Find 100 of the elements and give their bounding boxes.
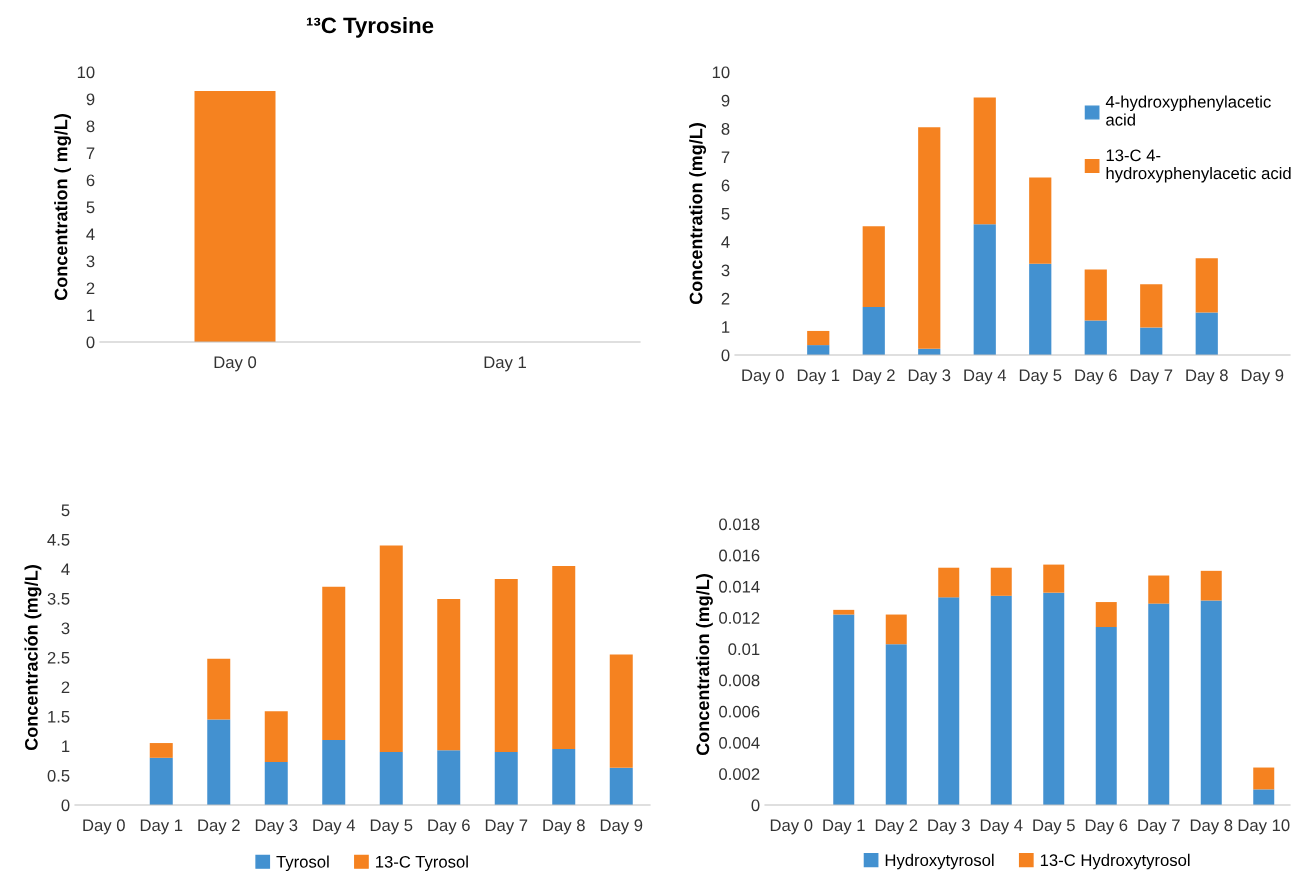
y-tick-label: 4 (721, 236, 730, 248)
legend-label: Tyrosol (276, 855, 329, 872)
bar (494, 751, 518, 805)
y-tick-label: 0.002 (719, 768, 760, 780)
bar (833, 614, 855, 805)
x-tick-label: Day 1 (797, 369, 840, 385)
bar (1148, 603, 1170, 805)
bar (862, 306, 885, 355)
x-tick-label: Day 8 (543, 819, 585, 835)
bar (833, 609, 855, 615)
y-tick-label: 3 (61, 622, 70, 635)
bar (973, 224, 996, 355)
bar (1043, 592, 1065, 805)
y-tick-label: 1 (62, 740, 70, 753)
y-tick-label: 3 (86, 255, 95, 268)
bar (1195, 258, 1218, 313)
bar (885, 644, 907, 805)
bar (207, 719, 231, 805)
y-tick-label: 10 (712, 66, 730, 79)
bar (609, 654, 633, 768)
y-tick-label: 0.008 (719, 674, 760, 687)
x-tick-label: Day 4 (964, 369, 1007, 385)
y-tick-label: 2 (61, 681, 70, 694)
bar (1029, 177, 1052, 264)
bar (807, 330, 830, 346)
x-tick-label: Day 6 (1085, 819, 1128, 835)
y-tick-label: 0 (86, 336, 95, 349)
bar (437, 599, 461, 751)
y-tick-label: 5 (86, 201, 95, 214)
y-tick-label: 2.5 (47, 651, 70, 664)
legend-label: Hydroxytyrosol (885, 853, 994, 870)
x-tick-label: Day 5 (1019, 369, 1062, 385)
y-tick-label: 0 (721, 349, 730, 362)
bar (322, 740, 346, 805)
y-axis-title: Concentration ( mg/L) (54, 114, 72, 301)
x-tick-label: Day 2 (875, 819, 918, 835)
y-tick-label: 4 (61, 563, 70, 576)
y-axis-title: Concentration (mg/L) (695, 574, 713, 756)
x-tick-label: Day 1 (823, 819, 865, 835)
bar (437, 750, 461, 805)
bar (1195, 312, 1218, 355)
x-tick-label: Day 7 (485, 819, 528, 835)
y-tick-label: 6 (86, 174, 95, 187)
bar (1140, 327, 1163, 355)
x-tick-label: Day 2 (853, 369, 895, 385)
bar (862, 226, 885, 307)
x-tick-label: Day 7 (1138, 819, 1180, 835)
y-tick-label: 0 (751, 799, 760, 812)
x-tick-label: Day 0 (214, 356, 257, 372)
y-tick-label: 2 (721, 292, 730, 305)
bar (1043, 564, 1065, 593)
x-tick-label: Day 5 (1033, 819, 1075, 835)
bar (938, 597, 960, 805)
y-tick-label: 1.5 (48, 711, 70, 723)
bar (1148, 575, 1170, 604)
bar (322, 586, 346, 741)
y-tick-label: 8 (721, 123, 730, 135)
y-tick-label: 8 (86, 120, 95, 133)
bar (1253, 789, 1275, 805)
y-tick-label: 7 (86, 147, 95, 160)
x-tick-label: Day 6 (1075, 369, 1117, 385)
bar (990, 567, 1012, 596)
bar (1095, 627, 1117, 805)
bar (1140, 284, 1163, 328)
x-tick-label: Day 8 (1186, 369, 1228, 385)
bar (552, 748, 576, 805)
bar (938, 567, 960, 598)
x-tick-label: Day 9 (1241, 369, 1284, 385)
bar (609, 767, 633, 805)
bar (494, 579, 518, 752)
bar (1084, 320, 1107, 355)
bar (264, 711, 288, 762)
y-tick-label: 3.5 (47, 592, 70, 605)
legend-label: 13-C 4- hydroxyphenylacetic acid (1106, 149, 1291, 183)
x-tick-label: Day 6 (428, 819, 470, 835)
bar (918, 127, 941, 349)
x-tick-label: Day 10 (1238, 819, 1290, 835)
x-tick-label: Day 9 (600, 819, 643, 835)
x-tick-label: Day 7 (1130, 369, 1173, 385)
y-tick-label: 0.01 (728, 643, 760, 656)
bar (207, 658, 231, 720)
bar (552, 566, 576, 749)
bar (264, 761, 288, 805)
y-tick-label: 4.5 (47, 534, 70, 546)
y-tick-label: 1 (87, 309, 95, 322)
y-tick-label: 0.004 (719, 736, 760, 749)
y-tick-label: 9 (86, 93, 95, 106)
x-tick-label: Day 0 (742, 369, 784, 385)
y-tick-label: 9 (721, 94, 730, 107)
y-tick-label: 0 (61, 799, 70, 812)
bar (149, 757, 173, 805)
x-tick-label: Day 3 (908, 369, 951, 385)
y-tick-label: 1 (722, 321, 730, 333)
y-tick-label: 0.018 (719, 518, 760, 531)
y-tick-label: 4 (86, 228, 95, 241)
x-tick-label: Day 0 (83, 819, 125, 835)
y-tick-label: 0.006 (719, 705, 760, 718)
y-tick-label: 7 (721, 151, 730, 163)
y-tick-label: 0.5 (47, 769, 70, 782)
bar (807, 345, 830, 355)
